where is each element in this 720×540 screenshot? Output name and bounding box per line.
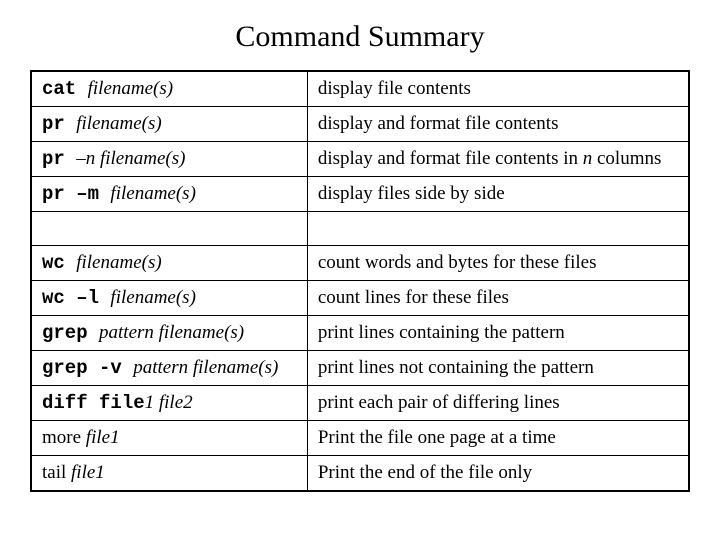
page-title: Command Summary — [30, 20, 690, 54]
command-cell: pr filename(s) — [31, 107, 307, 142]
command-part: filename(s) — [110, 183, 195, 204]
description-cell: display file contents — [307, 71, 689, 107]
command-cell: cat filename(s) — [31, 71, 307, 107]
command-summary-table: cat filename(s)display file contentspr f… — [30, 70, 690, 492]
description-cell: display and format file contents in n co… — [307, 142, 689, 177]
description-cell: display and format file contents — [307, 107, 689, 142]
command-part: file1 — [86, 427, 120, 448]
table-row: pr filename(s)display and format file co… — [31, 107, 689, 142]
description-cell — [307, 212, 689, 246]
command-cell: wc –l filename(s) — [31, 281, 307, 316]
command-cell: grep -v pattern filename(s) — [31, 351, 307, 386]
description-cell: count lines for these files — [307, 281, 689, 316]
command-part: wc –l — [42, 287, 110, 309]
table-row — [31, 212, 689, 246]
command-cell: more file1 — [31, 421, 307, 456]
command-part: cat — [42, 78, 88, 100]
command-part: 1 file2 — [145, 392, 193, 413]
table-row: wc –l filename(s)count lines for these f… — [31, 281, 689, 316]
table-row: pr –n filename(s)display and format file… — [31, 142, 689, 177]
command-part: filename(s) — [76, 252, 161, 273]
command-part: filename(s) — [110, 287, 195, 308]
table-row: diff file1 file2print each pair of diffe… — [31, 386, 689, 421]
command-part: grep -v — [42, 357, 133, 379]
command-part: pr — [42, 113, 76, 135]
command-cell: diff file1 file2 — [31, 386, 307, 421]
description-cell: print lines not containing the pattern — [307, 351, 689, 386]
command-part: –n filename(s) — [76, 148, 185, 169]
description-part: n — [583, 148, 593, 169]
description-cell: display files side by side — [307, 177, 689, 212]
command-part: tail — [42, 462, 71, 483]
command-part: pattern filename(s) — [133, 357, 278, 378]
description-cell: print lines containing the pattern — [307, 316, 689, 351]
command-cell — [31, 212, 307, 246]
command-part: file1 — [71, 462, 105, 483]
table-body: cat filename(s)display file contentspr f… — [31, 71, 689, 491]
command-part: pattern filename(s) — [99, 322, 244, 343]
command-cell: pr –m filename(s) — [31, 177, 307, 212]
table-row: wc filename(s)count words and bytes for … — [31, 246, 689, 281]
command-cell: grep pattern filename(s) — [31, 316, 307, 351]
command-part: diff file — [42, 392, 145, 414]
command-part: more — [42, 427, 86, 448]
description-cell: Print the end of the file only — [307, 456, 689, 492]
description-cell: Print the file one page at a time — [307, 421, 689, 456]
table-row: pr –m filename(s)display files side by s… — [31, 177, 689, 212]
table-row: more file1Print the file one page at a t… — [31, 421, 689, 456]
command-part: pr –m — [42, 183, 110, 205]
command-part: grep — [42, 322, 99, 344]
command-cell: pr –n filename(s) — [31, 142, 307, 177]
description-cell: print each pair of differing lines — [307, 386, 689, 421]
command-part: pr — [42, 148, 76, 170]
command-cell: tail file1 — [31, 456, 307, 492]
description-part: display and format file contents in — [318, 148, 583, 169]
description-part: columns — [592, 148, 661, 169]
table-row: tail file1Print the end of the file only — [31, 456, 689, 492]
table-row: grep -v pattern filename(s)print lines n… — [31, 351, 689, 386]
command-part: wc — [42, 252, 76, 274]
command-cell: wc filename(s) — [31, 246, 307, 281]
command-part: filename(s) — [88, 78, 173, 99]
command-part: filename(s) — [76, 113, 161, 134]
description-cell: count words and bytes for these files — [307, 246, 689, 281]
table-row: grep pattern filename(s)print lines cont… — [31, 316, 689, 351]
table-row: cat filename(s)display file contents — [31, 71, 689, 107]
